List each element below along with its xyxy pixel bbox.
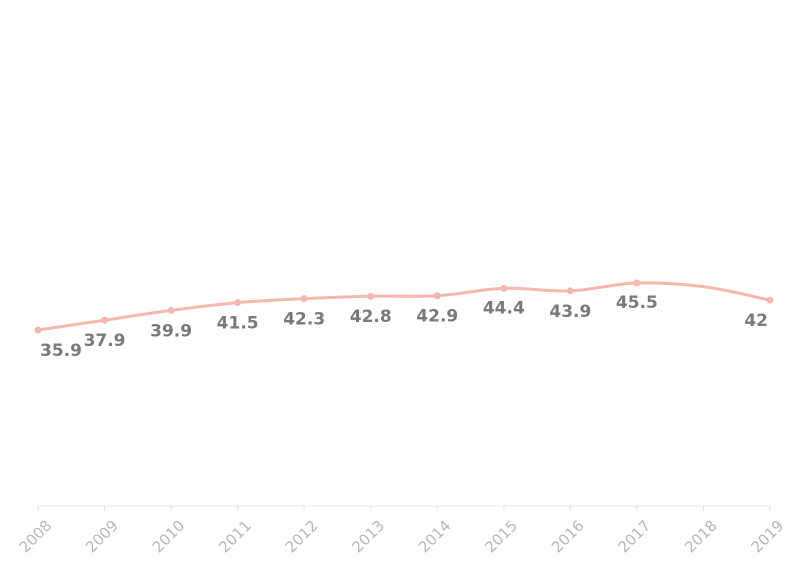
data-label-2019: 42 <box>744 311 768 331</box>
data-label-2013: 42.8 <box>350 307 392 327</box>
x-tick-label-2018: 2018 <box>681 517 721 557</box>
x-tick-labels: 2008 2009 2010 2011 2012 2013 2014 2015 2016 2017… <box>16 517 788 557</box>
x-tick-label-2011: 2011 <box>215 517 255 557</box>
data-point-2016 <box>566 287 574 295</box>
data-point-2015 <box>500 284 508 292</box>
x-axis-ticks <box>37 506 771 511</box>
x-tick-label-2015: 2015 <box>481 517 521 557</box>
data-label-2010: 39.9 <box>150 321 192 341</box>
data-label-2012: 42.3 <box>283 310 325 330</box>
x-tick-label-2016: 2016 <box>548 517 588 557</box>
data-point-2012 <box>300 295 308 303</box>
data-label-2017: 45.5 <box>616 293 658 313</box>
x-tick-label-2009: 2009 <box>82 517 122 557</box>
data-point-2013 <box>367 292 375 300</box>
data-point-2017 <box>633 279 641 287</box>
series-points <box>34 279 774 334</box>
data-label-2015: 44.4 <box>483 298 525 318</box>
data-label-2011: 41.5 <box>217 314 259 334</box>
data-point-2011 <box>234 299 242 307</box>
data-label-2014: 42.9 <box>416 307 458 327</box>
data-point-2014 <box>433 292 441 300</box>
series-line <box>36 281 772 332</box>
data-point-2010 <box>167 306 175 314</box>
data-label-2008: 35.9 <box>40 341 82 361</box>
data-point-2019 <box>766 296 774 304</box>
x-tick-label-2012: 2012 <box>282 517 322 557</box>
x-tick-label-2010: 2010 <box>149 517 189 557</box>
x-tick-label-2017: 2017 <box>614 517 654 557</box>
data-label-2016: 43.9 <box>549 302 591 322</box>
data-point-2009 <box>101 316 109 324</box>
x-tick-label-2014: 2014 <box>415 517 455 557</box>
x-tick-label-2013: 2013 <box>348 517 388 557</box>
data-label-2009: 37.9 <box>84 331 126 351</box>
x-tick-label-2019: 2019 <box>748 517 788 557</box>
data-point-2008 <box>34 326 42 334</box>
data-labels: 35.9 37.9 39.9 41.5 42.3 42.8 42.9 44.4 43.9 45.5… <box>40 293 768 361</box>
x-tick-label-2008: 2008 <box>16 517 56 557</box>
